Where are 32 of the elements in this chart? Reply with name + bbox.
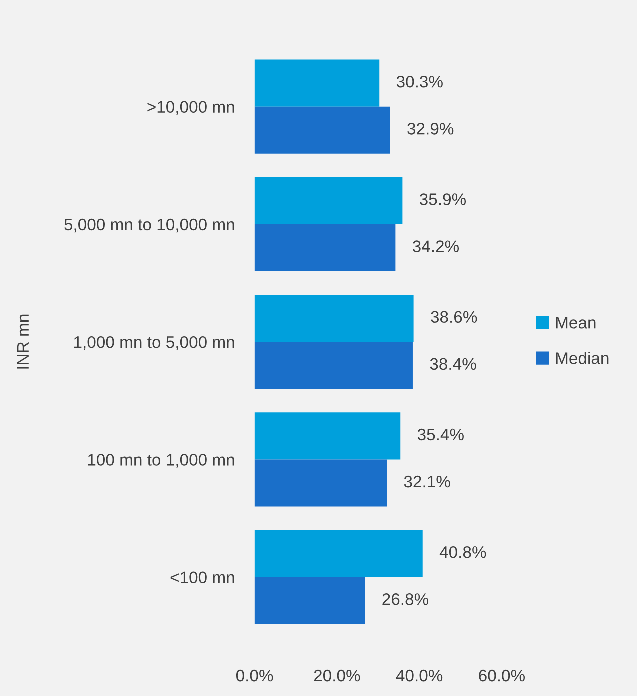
y-axis-title: INR mn bbox=[17, 314, 29, 369]
data-label: 30.3% bbox=[396, 76, 443, 88]
bar bbox=[254, 412, 401, 460]
x-tick-label: 20.0% bbox=[314, 670, 360, 682]
data-label: 38.6% bbox=[431, 311, 478, 324]
legend-label: Median bbox=[556, 352, 609, 364]
bar bbox=[254, 460, 388, 507]
legend-label: Mean bbox=[556, 317, 596, 329]
bar bbox=[254, 177, 403, 224]
bar bbox=[254, 530, 423, 578]
y-tick-label: <100 mn bbox=[170, 572, 234, 584]
data-label: 35.4% bbox=[418, 428, 464, 441]
data-label: 32.1% bbox=[404, 476, 450, 488]
bar bbox=[254, 224, 396, 272]
y-tick-label: 100 mn to 1,000 mn bbox=[88, 454, 234, 468]
data-label: 40.8% bbox=[440, 546, 486, 558]
y-tick-label: 1,000 mn to 5,000 mn bbox=[74, 336, 234, 350]
x-tick-label: 0.0% bbox=[236, 670, 274, 682]
bar bbox=[254, 577, 366, 624]
bar bbox=[254, 295, 414, 342]
x-tick-label: 40.0% bbox=[396, 670, 443, 682]
y-tick-label: 5,000 mn to 10,000 mn bbox=[64, 218, 234, 233]
data-label: 38.4% bbox=[430, 358, 476, 370]
x-tick-label: 60.0% bbox=[479, 670, 525, 682]
bar bbox=[254, 106, 390, 154]
bar bbox=[254, 60, 380, 107]
data-label: 34.2% bbox=[412, 240, 460, 252]
y-tick-label: >10,000 mn bbox=[148, 101, 234, 116]
bar bbox=[254, 342, 413, 390]
data-label: 32.9% bbox=[408, 123, 454, 135]
data-label: 26.8% bbox=[382, 594, 429, 606]
data-label: 35.9% bbox=[420, 194, 466, 206]
